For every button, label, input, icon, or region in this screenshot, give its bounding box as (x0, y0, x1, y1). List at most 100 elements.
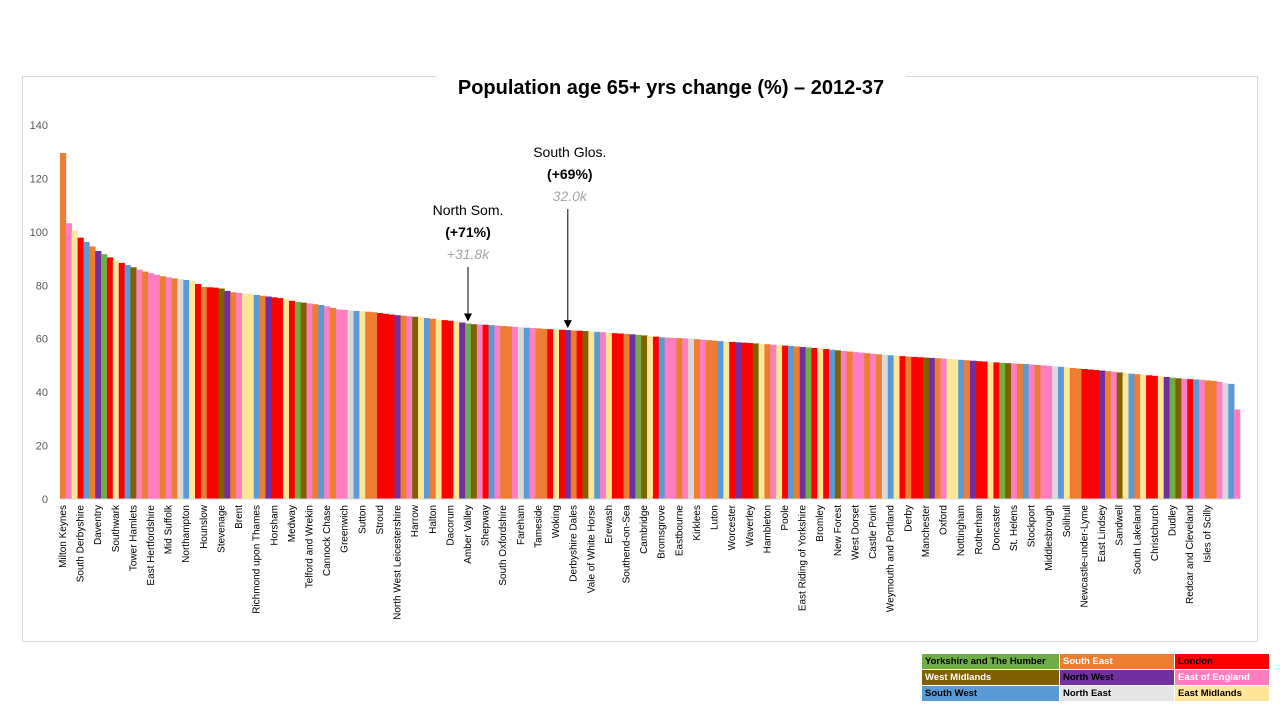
x-tick-label: Dacorum (445, 505, 456, 546)
bar (588, 331, 595, 499)
bar (729, 341, 736, 499)
x-tick-label: Rotherham (974, 505, 985, 554)
chart-title-area: Population age 65+ yrs change (%) – 2012… (436, 66, 906, 106)
bar (1063, 367, 1071, 499)
bar (318, 305, 325, 499)
bar (670, 337, 677, 499)
x-tick-label: Amber Valley (463, 505, 474, 564)
x-tick-label: Manchester (921, 504, 932, 557)
bar (253, 294, 260, 499)
annotation-absolute: +31.8k (447, 246, 490, 262)
x-tick-label: Greenwich (340, 505, 351, 553)
x-tick-label: Nottingham (956, 505, 967, 556)
bar (723, 341, 730, 499)
bar (1163, 377, 1170, 499)
bar (623, 333, 630, 499)
bar (353, 310, 360, 499)
bar (711, 340, 718, 499)
bar (1081, 369, 1088, 499)
bar (95, 251, 102, 499)
bar (1075, 368, 1082, 499)
bar (1140, 374, 1147, 499)
bar (288, 300, 296, 499)
bar (541, 328, 548, 499)
bar (118, 262, 125, 499)
x-tick-label: Woking (551, 505, 562, 538)
annotation-percent: (+71%) (445, 224, 491, 240)
bar (224, 290, 231, 499)
bar (506, 326, 513, 499)
bar (324, 306, 331, 499)
x-tick-label: Shepway (481, 505, 492, 546)
bar (946, 358, 953, 499)
bar (893, 355, 900, 499)
bar (899, 356, 906, 499)
bar (159, 276, 166, 499)
x-tick-label: Stockport (1027, 505, 1038, 547)
bar (735, 342, 742, 499)
bar (952, 359, 959, 499)
bar (388, 314, 395, 499)
bar (183, 280, 190, 499)
legend-entry: East of England (1175, 670, 1270, 686)
bar (1104, 371, 1112, 499)
x-tick-label: Medway (287, 505, 298, 542)
bar (482, 324, 489, 499)
legend-entry: East Midlands (1175, 686, 1270, 702)
bar (1046, 365, 1053, 499)
bar (617, 333, 624, 499)
bar (247, 294, 255, 499)
bar (934, 358, 941, 499)
bar (335, 309, 343, 499)
y-tick-label: 80 (36, 280, 48, 292)
bar (1157, 376, 1164, 499)
bar (77, 237, 84, 499)
x-tick-label: Derby (903, 505, 914, 532)
x-tick-label: Sutton (357, 505, 368, 534)
x-tick-label: Solihull (1062, 505, 1073, 537)
bar (829, 349, 836, 499)
bar (1011, 363, 1018, 499)
bar (60, 153, 67, 500)
bar (382, 313, 390, 499)
bar (1022, 364, 1029, 499)
bar (294, 301, 301, 499)
bar (330, 307, 337, 499)
x-tick-label: Southend-on-Sea (622, 505, 633, 584)
x-tick-label: Poole (780, 505, 791, 531)
bar (265, 296, 272, 499)
bar (218, 288, 225, 499)
x-tick-label: Hounslow (199, 504, 210, 549)
bar (840, 350, 847, 499)
bar (488, 325, 495, 499)
bar (371, 312, 378, 499)
bar (758, 343, 765, 499)
x-tick-label: Telford and Wrekin (305, 505, 316, 588)
x-tick-label: Dudley (1168, 505, 1179, 536)
x-tick-label: Derbyshire Dales (569, 505, 580, 582)
x-tick-label: East Lindsey (1097, 505, 1108, 562)
x-tick-label: Hambleton (762, 505, 773, 553)
bar (911, 356, 918, 499)
bar (1040, 365, 1047, 499)
bar (1228, 383, 1235, 499)
bar (799, 346, 806, 499)
legend-entry: South East (1060, 654, 1175, 670)
x-tick-label: East Riding of Yorkshire (798, 505, 809, 612)
bar (1210, 381, 1217, 499)
bar (1146, 375, 1153, 499)
bar (582, 331, 589, 499)
bar (1069, 367, 1076, 499)
x-tick-label: Mid Suffolk (164, 504, 175, 554)
bar (283, 299, 290, 499)
bar (1169, 377, 1176, 499)
bar (83, 241, 90, 499)
legend-entry: North West (1060, 670, 1175, 686)
x-tick-label: Stroud (375, 505, 386, 534)
bar (259, 295, 266, 499)
bar (89, 246, 96, 499)
bar (101, 254, 108, 499)
bar (165, 277, 172, 499)
x-tick-label: Worcester (727, 504, 738, 550)
bar (905, 356, 912, 499)
